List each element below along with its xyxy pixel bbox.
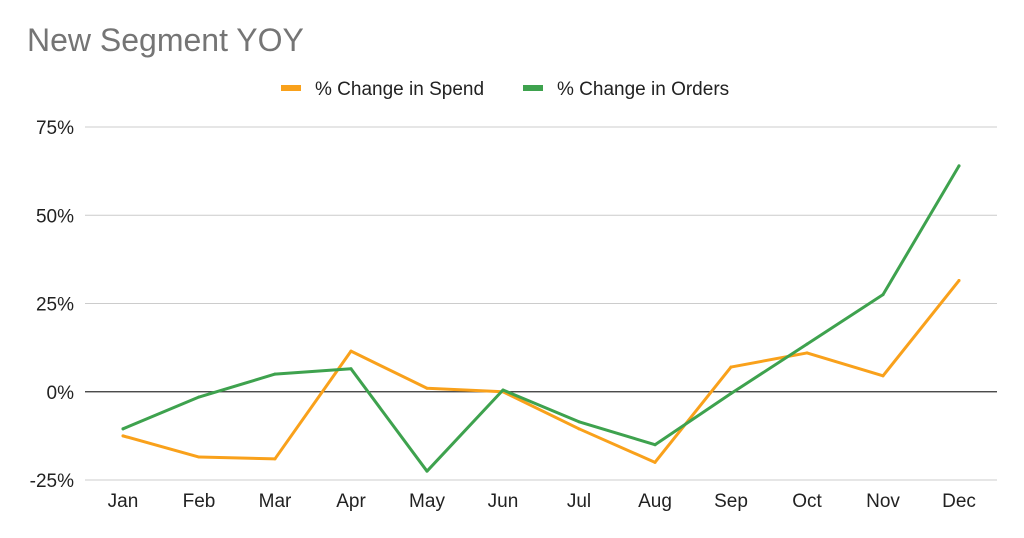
series-line-orders <box>121 164 961 473</box>
legend-label-spend: % Change in Spend <box>315 79 484 100</box>
x-tick-label: Jun <box>488 491 519 512</box>
x-tick-label: Feb <box>183 491 216 512</box>
spend-data-point <box>805 351 809 355</box>
spend-data-point <box>881 374 885 378</box>
spend-data-point <box>425 386 429 390</box>
x-tick-label: Apr <box>336 491 366 512</box>
spend-data-point <box>653 460 657 464</box>
chart-title: New Segment YOY <box>27 22 304 58</box>
y-axis: 75% 50% 25% 0% -25% <box>30 118 74 492</box>
legend: % Change in Spend % Change in Orders <box>281 79 729 100</box>
x-tick-label: Sep <box>714 491 748 512</box>
orders-data-point <box>957 164 961 168</box>
orders-data-point <box>501 388 505 392</box>
orders-data-point <box>121 427 125 431</box>
orders-data-point <box>729 392 733 396</box>
y-tick-label: -25% <box>30 471 74 492</box>
orders-data-point <box>425 469 429 473</box>
spend-data-point <box>121 434 125 438</box>
y-tick-label: 25% <box>36 295 74 316</box>
spend-data-point <box>957 279 961 283</box>
gridlines <box>85 126 997 481</box>
x-tick-label: Nov <box>866 491 900 512</box>
orders-data-point <box>349 367 353 371</box>
x-tick-label: May <box>409 491 445 512</box>
x-tick-label: Mar <box>259 491 292 512</box>
series-lines <box>121 164 961 473</box>
spend-data-point <box>577 427 581 431</box>
x-tick-label: Aug <box>638 491 672 512</box>
x-tick-label: Jul <box>567 491 591 512</box>
orders-data-point <box>805 342 809 346</box>
orders-data-point <box>273 372 277 376</box>
orders-data-point <box>197 395 201 399</box>
spend-data-point <box>273 457 277 461</box>
y-tick-label: 75% <box>36 118 74 139</box>
y-tick-label: 0% <box>47 383 75 404</box>
series-line-spend <box>121 279 961 464</box>
x-tick-label: Jan <box>108 491 139 512</box>
orders-data-point <box>881 293 885 297</box>
legend-label-orders: % Change in Orders <box>557 79 729 100</box>
spend-data-point <box>729 365 733 369</box>
y-tick-label: 50% <box>36 206 74 227</box>
orders-data-point <box>577 420 581 424</box>
orders-data-point <box>653 443 657 447</box>
spend-data-point <box>349 349 353 353</box>
x-tick-label: Oct <box>792 491 822 512</box>
spend-data-point <box>197 455 201 459</box>
x-tick-label: Dec <box>942 491 976 512</box>
x-axis: Jan Feb Mar Apr May Jun Jul Aug Sep Oct Nov Dec <box>108 491 976 512</box>
